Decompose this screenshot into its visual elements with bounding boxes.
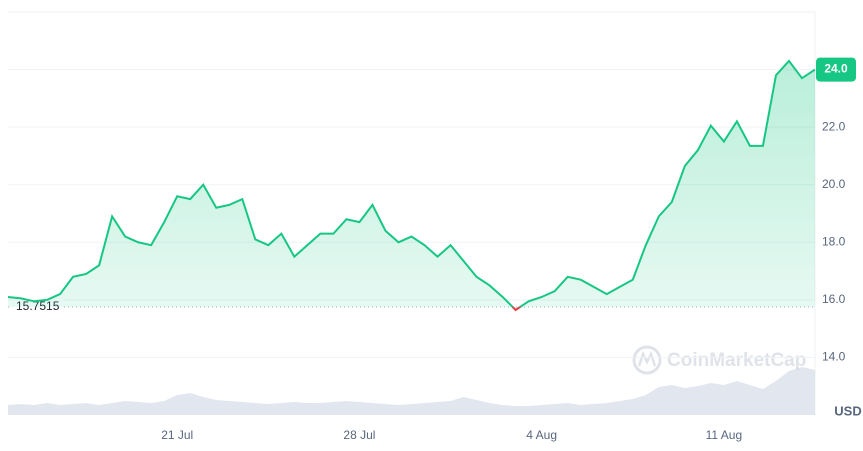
x-tick-label: 28 Jul: [343, 428, 375, 442]
y-tick-label: 18.0: [822, 234, 846, 248]
price-tag-label: 24.0: [824, 62, 848, 76]
x-tick-label: 11 Aug: [706, 428, 742, 442]
price-area: [8, 60, 815, 308]
watermark-text: CoinMarketCap: [667, 350, 806, 371]
volume-area: [8, 367, 815, 415]
y-tick-label: 20.0: [822, 177, 846, 191]
x-tick-label: 21 Jul: [161, 428, 193, 442]
price-tag: [816, 57, 856, 82]
unit-label: USD: [834, 403, 861, 418]
watermark: CoinMarketCap: [632, 345, 806, 375]
x-tick-label: 4 Aug: [526, 428, 557, 442]
price-line: [7, 59, 816, 308]
y-tick-label: 14.0: [822, 350, 846, 364]
y-tick-label: 22.0: [822, 119, 846, 133]
y-tick-label: 16.0: [822, 292, 846, 306]
